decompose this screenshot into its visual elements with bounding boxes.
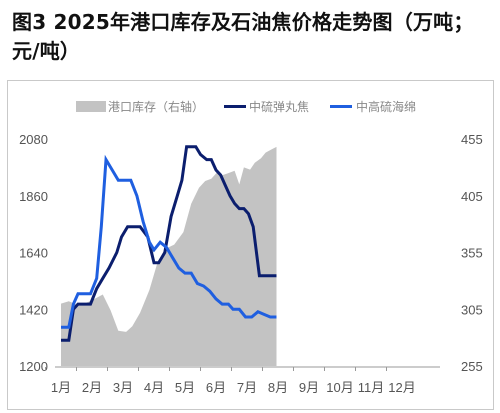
legend-label: 中硫弹丸焦 (249, 99, 309, 114)
legend-swatch (76, 101, 106, 112)
legend-label: 中高硫海绵 (356, 99, 416, 114)
y-left-tick-label: 1420 (19, 302, 48, 317)
x-tick-label: 11月 (358, 380, 385, 395)
y-left-tick-label: 1860 (19, 189, 48, 204)
y-left-tick-label: 1200 (19, 359, 48, 374)
y-right-tick-label: 405 (461, 189, 483, 204)
x-tick-label: 1月 (51, 380, 71, 395)
legend: 港口库存（右轴） 中硫弹丸焦 中高硫海绵 (76, 99, 416, 114)
y-right-tick-label: 355 (461, 246, 483, 261)
legend-label: 港口库存（右轴） (108, 99, 204, 114)
y-right-tick-label: 255 (461, 359, 483, 374)
y-right-tick-label: 455 (461, 132, 483, 147)
x-tick-label: 10月 (326, 380, 353, 395)
y-left-tick-label: 2080 (19, 132, 48, 147)
x-tick-label: 9月 (299, 380, 319, 395)
line-layer (61, 145, 277, 342)
area-port-inventory (61, 146, 277, 366)
line-series-1 (61, 145, 277, 342)
x-tick-label: 5月 (175, 380, 195, 395)
x-tick-label: 8月 (268, 380, 288, 395)
x-tick-label: 3月 (113, 380, 133, 395)
y-left-tick-label: 1640 (19, 246, 48, 261)
x-tick-label: 12月 (388, 380, 415, 395)
x-tick-label: 6月 (206, 380, 226, 395)
axis-layer: 1200 1420 1640 1860 2080 255 305 355 405 455 1月 2月 3… (19, 132, 483, 395)
x-tick-label: 2月 (82, 380, 102, 395)
x-tick-label: 7月 (237, 380, 257, 395)
area-layer (61, 146, 277, 366)
x-tick-label: 4月 (144, 380, 164, 395)
figure-title: 图3 2025年港口库存及石油焦价格走势图（万吨；元/吨） (12, 10, 474, 63)
line-series-2 (61, 154, 277, 329)
figure-header: 图3 2025年港口库存及石油焦价格走势图（万吨；元/吨） (0, 0, 500, 76)
y-right-tick-label: 305 (461, 302, 483, 317)
